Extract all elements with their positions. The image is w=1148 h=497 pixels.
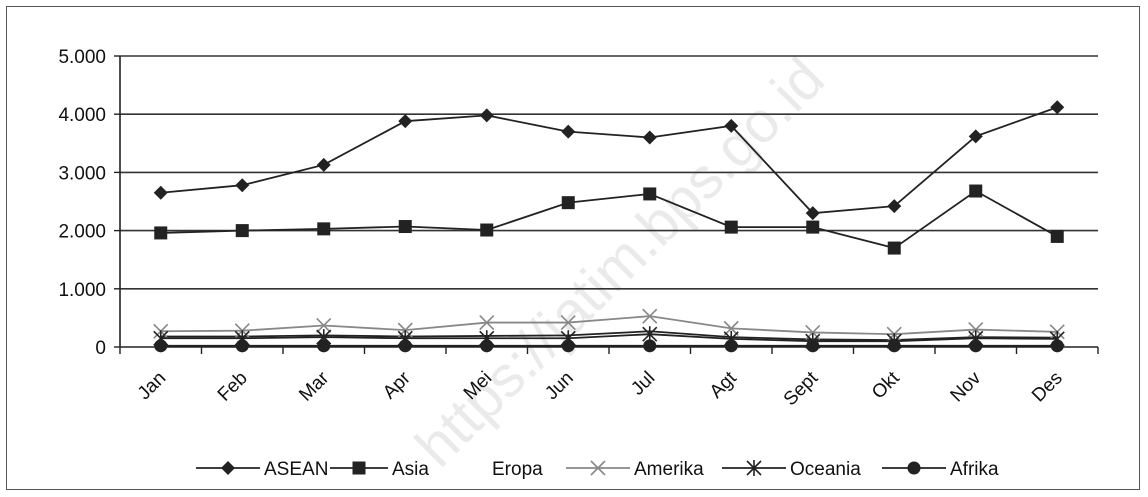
square-marker xyxy=(887,241,901,255)
chart-frame xyxy=(6,6,1140,490)
circle-marker xyxy=(969,339,983,353)
x-tick-label: Jul xyxy=(627,368,659,400)
y-tick-label: 4.000 xyxy=(58,105,106,126)
diamond-marker xyxy=(479,108,494,123)
x-marker xyxy=(723,320,739,336)
circle-marker xyxy=(887,339,901,353)
x-marker xyxy=(642,308,658,324)
square-marker xyxy=(235,224,249,238)
x-marker xyxy=(590,460,606,476)
legend-label: Amerika xyxy=(634,459,704,480)
x-marker xyxy=(397,322,413,338)
circle-marker xyxy=(235,339,249,353)
diamond-marker xyxy=(153,185,168,200)
watermark: https://jatim.bps.go.id xyxy=(403,46,837,480)
y-tick-label: 3.000 xyxy=(58,163,106,184)
circle-marker xyxy=(643,339,657,353)
x-marker xyxy=(560,314,576,331)
diamond-marker xyxy=(561,124,576,139)
legend-label: Afrika xyxy=(950,459,999,480)
square-marker xyxy=(643,187,657,201)
diamond-marker xyxy=(221,461,235,475)
legend-item-asean: ASEAN xyxy=(196,459,328,480)
series-line xyxy=(160,333,1058,343)
circle-marker xyxy=(907,461,921,475)
x-marker xyxy=(479,314,495,331)
x-tick-label: Des xyxy=(1028,368,1067,407)
diamond-marker xyxy=(805,206,820,221)
diamond-marker xyxy=(398,114,413,129)
legend-label: ASEAN xyxy=(264,459,328,480)
circle-marker xyxy=(724,339,738,353)
square-marker xyxy=(154,226,168,240)
legend-item-oceania: Oceania xyxy=(722,459,861,480)
series-eropa xyxy=(160,330,1058,341)
diamond-marker xyxy=(724,118,739,133)
series-asean xyxy=(153,100,1065,221)
circle-marker xyxy=(561,339,575,353)
legend-label: Asia xyxy=(392,459,429,480)
circle-marker xyxy=(806,339,820,353)
legend-item-amerika: Amerika xyxy=(566,459,704,480)
legend-label: Oceania xyxy=(790,459,861,480)
watermark-text: https://jatim.bps.go.id xyxy=(403,46,837,480)
x-tick-label: Okt xyxy=(868,367,904,403)
y-tick-label: 5.000 xyxy=(58,47,106,68)
square-marker xyxy=(724,220,738,234)
series-line xyxy=(160,330,1058,341)
x-tick-label: Jan xyxy=(134,368,171,405)
x-tick-label: Feb xyxy=(214,368,252,406)
circle-marker xyxy=(154,339,168,353)
diamond-marker xyxy=(1050,100,1065,115)
series-line xyxy=(160,189,1058,250)
legend-item-afrika: Afrika xyxy=(882,459,999,480)
x-tick-label: Nov xyxy=(947,367,986,406)
square-marker xyxy=(480,223,494,237)
legend: ASEAN Asia Eropa Amerika Oceania Afrika xyxy=(196,459,999,480)
square-marker xyxy=(317,222,331,236)
series-line xyxy=(160,315,1058,336)
x-tick-label: Agt xyxy=(706,367,742,403)
diamond-marker xyxy=(235,178,250,193)
y-tick-label: 0 xyxy=(95,338,106,359)
y-tick-label: 1.000 xyxy=(58,280,106,301)
x-marker xyxy=(316,317,332,334)
square-marker xyxy=(398,220,412,234)
series-line xyxy=(160,106,1058,215)
circle-marker xyxy=(1050,339,1064,353)
x-tick-label: Mar xyxy=(295,367,333,405)
diamond-marker xyxy=(316,157,331,172)
series-asia xyxy=(154,184,1064,255)
star-marker xyxy=(746,460,762,476)
square-marker xyxy=(806,220,820,234)
square-marker xyxy=(969,184,983,198)
square-marker xyxy=(561,196,575,210)
diamond-marker xyxy=(968,129,983,144)
series-afrika xyxy=(154,339,1064,353)
square-marker xyxy=(352,461,366,475)
legend-item-asia: Asia xyxy=(330,459,429,480)
square-marker xyxy=(1050,229,1064,243)
x-tick-label: Apr xyxy=(379,367,415,403)
x-tick-label: Sept xyxy=(780,367,823,410)
diamond-marker xyxy=(642,130,657,145)
legend-label: Eropa xyxy=(492,459,543,480)
diamond-marker xyxy=(887,199,902,214)
circle-marker xyxy=(398,339,412,353)
y-tick-label: 2.000 xyxy=(58,222,106,243)
legend-item-eropa: Eropa xyxy=(492,459,543,480)
circle-marker xyxy=(480,339,494,353)
series xyxy=(153,100,1065,353)
circle-marker xyxy=(317,339,331,353)
